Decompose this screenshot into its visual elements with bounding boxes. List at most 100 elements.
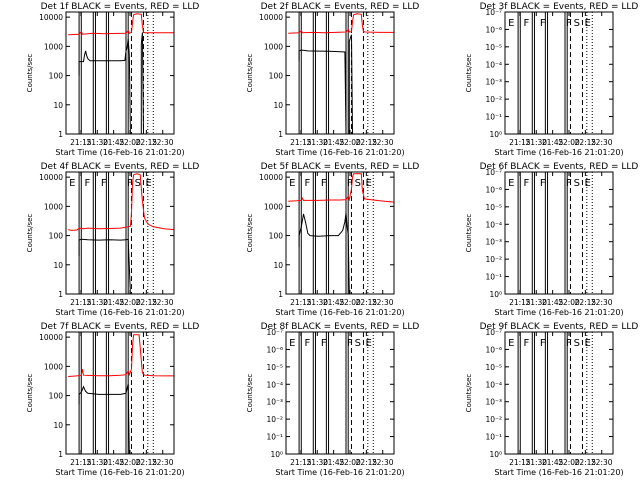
- flag-label: E: [508, 178, 514, 189]
- x-tick-label: 21:30: [86, 138, 108, 147]
- y-tick-label: 10⁻⁶: [266, 345, 283, 354]
- x-tick-label: 22:00: [119, 458, 141, 467]
- y-tick-label: 1000: [44, 202, 63, 211]
- x-tick-label: 21:15: [509, 138, 531, 147]
- y-tick-label: 10: [273, 101, 283, 110]
- x-tick-label: 22:15: [136, 458, 158, 467]
- y-tick-label: 1000: [264, 42, 283, 51]
- x-tick-label: 22:30: [372, 138, 394, 147]
- flag-label: E: [585, 18, 591, 29]
- y-tick-label: 10⁻⁷: [485, 328, 502, 337]
- y-tick-label: 10⁻⁵: [266, 363, 283, 372]
- series-line-0: [68, 13, 174, 36]
- x-tick-label: 22:30: [152, 298, 174, 307]
- y-tick-label: 10⁻⁷: [485, 168, 502, 177]
- x-axis-label: Start Time (16-Feb-16 21:01:20): [494, 308, 623, 317]
- series-line-1: [78, 238, 131, 295]
- x-tick-label: 22:00: [339, 298, 361, 307]
- y-tick-label: 10⁻⁶: [485, 185, 502, 194]
- x-tick-label: 22:30: [591, 138, 613, 147]
- y-tick-label: 1: [278, 130, 283, 139]
- flag-label: S: [355, 178, 361, 189]
- x-tick-label: 21:30: [306, 298, 328, 307]
- x-tick-label: 21:30: [86, 298, 108, 307]
- y-tick-label: 10⁻³: [485, 238, 502, 247]
- panel-title: Det 9f BLACK = Events, RED = LLD: [480, 322, 639, 332]
- x-axis-label: Start Time (16-Feb-16 21:01:20): [55, 308, 184, 317]
- flag-label: F: [84, 178, 90, 189]
- x-tick-label: 22:15: [575, 458, 597, 467]
- x-tick-label: 21:45: [323, 138, 345, 147]
- y-tick-label: 10⁻²: [485, 255, 502, 264]
- flag-label: F: [523, 18, 529, 29]
- x-tick-label: 21:30: [525, 298, 547, 307]
- y-tick-label: 100: [49, 72, 64, 81]
- x-tick-label: 22:00: [558, 458, 580, 467]
- x-tick-label: 21:15: [70, 458, 92, 467]
- x-tick-label: 21:45: [542, 298, 564, 307]
- flag-label: F: [127, 178, 133, 189]
- flag-label: E: [366, 178, 372, 189]
- x-tick-label: 21:15: [509, 298, 531, 307]
- flag-label: F: [540, 338, 546, 349]
- flag-label: F: [347, 338, 353, 349]
- flag-label: F: [304, 338, 310, 349]
- y-tick-label: 10: [53, 421, 63, 430]
- flag-label: S: [574, 178, 580, 189]
- plot-frame: [285, 331, 395, 455]
- series-line-1: [298, 34, 353, 135]
- series-line-0: [288, 173, 395, 203]
- y-tick-label: 100: [269, 72, 284, 81]
- x-tick-label: 21:45: [542, 138, 564, 147]
- plot-frame: [504, 11, 614, 135]
- panel-title: Det 8f BLACK = Events, RED = LLD: [261, 322, 420, 332]
- y-axis-label: Counts/sec: [246, 54, 254, 93]
- x-tick-label: 21:30: [306, 458, 328, 467]
- flag-label: F: [321, 338, 327, 349]
- y-tick-label: 1: [58, 290, 63, 299]
- y-axis-label: Counts/sec: [465, 374, 473, 413]
- flag-label: E: [366, 338, 372, 349]
- panel-title: Det 7f BLACK = Events, RED = LLD: [41, 322, 200, 332]
- flag-label: F: [101, 178, 107, 189]
- flag-label: F: [321, 178, 327, 189]
- y-tick-label: 1: [278, 290, 283, 299]
- flag-label: S: [574, 18, 580, 29]
- y-tick-label: 10000: [39, 173, 63, 182]
- flag-label: F: [566, 178, 572, 189]
- y-tick-label: 10⁻²: [485, 415, 502, 424]
- y-tick-label: 10⁻⁴: [485, 380, 502, 389]
- flag-label: F: [523, 178, 529, 189]
- flag-label: F: [540, 178, 546, 189]
- y-tick-label: 10: [53, 101, 63, 110]
- y-tick-label: 1000: [44, 362, 63, 371]
- y-tick-label: 100: [269, 232, 284, 241]
- x-tick-label: 22:30: [372, 298, 394, 307]
- plot-frame: [504, 331, 614, 455]
- x-tick-label: 22:30: [152, 458, 174, 467]
- flag-label: F: [566, 18, 572, 29]
- flag-label: E: [289, 338, 295, 349]
- x-tick-label: 21:15: [290, 298, 312, 307]
- panel-title: Det 1f BLACK = Events, RED = LLD: [41, 2, 200, 12]
- y-tick-label: 10000: [39, 333, 63, 342]
- flag-label: F: [540, 18, 546, 29]
- x-tick-label: 21:15: [70, 138, 92, 147]
- y-tick-label: 10000: [39, 13, 63, 22]
- x-axis-label: Start Time (16-Feb-16 21:01:20): [494, 468, 623, 477]
- y-axis-label: Counts/sec: [246, 374, 254, 413]
- panel-title: Det 5f BLACK = Events, RED = LLD: [261, 162, 420, 172]
- flag-label: E: [289, 178, 295, 189]
- plot-frame: [504, 171, 614, 295]
- y-tick-label: 10⁰: [489, 450, 502, 459]
- x-tick-label: 21:45: [323, 458, 345, 467]
- y-tick-label: 10⁻¹: [485, 113, 502, 122]
- plot-frame: [65, 11, 175, 135]
- panel-det7f: Det 7f BLACK = Events, RED = LLD 1 10 100 10…: [26, 322, 199, 477]
- flag-label: E: [69, 178, 75, 189]
- flag-label: F: [566, 338, 572, 349]
- x-tick-label: 21:15: [290, 138, 312, 147]
- x-tick-label: 22:00: [339, 458, 361, 467]
